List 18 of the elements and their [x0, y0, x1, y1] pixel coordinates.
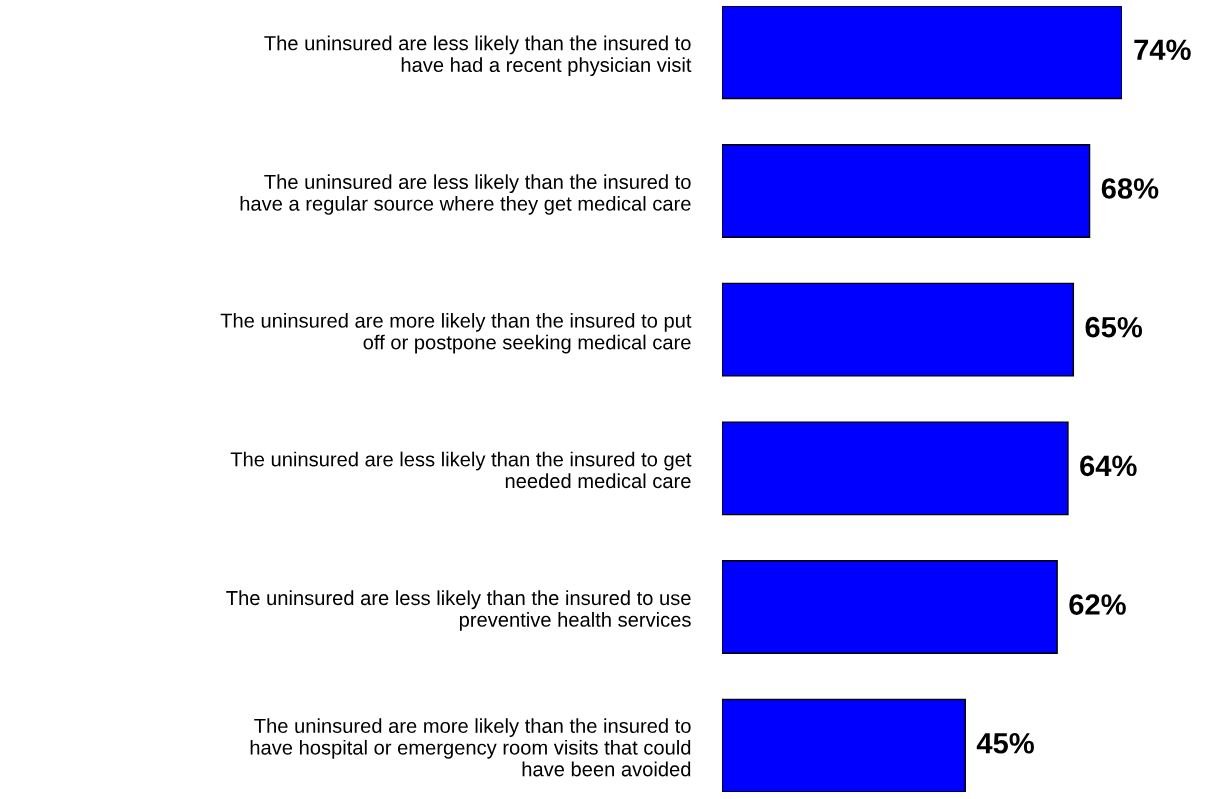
y-tick-label: The uninsured are less likely than the insured to get needed medical care: [230, 451, 692, 489]
bar: [722, 6, 1122, 100]
bar: [722, 698, 966, 792]
data-label: 62%: [1069, 594, 1126, 615]
data-label: 65%: [1085, 316, 1143, 338]
y-tick-label: The uninsured are less likely than the insured to have had a recent physician visit: [264, 35, 692, 77]
bar: [722, 560, 1058, 654]
data-label: 45%: [976, 732, 1034, 754]
bar: [722, 282, 1075, 377]
data-label: 68%: [1101, 178, 1159, 199]
y-tick-label: The uninsured are less likely than the insured to have a regular source where they get medical care: [240, 174, 691, 215]
data-label: 74%: [1134, 39, 1191, 61]
y-tick-label: The uninsured are more likely than the insured to put off or postpone seeking medical care: [220, 312, 692, 354]
data-label: 64%: [1080, 455, 1137, 477]
y-tick-label: The uninsured are more likely than the insured to have hospital or emergency room visits that could have been avoided: [250, 718, 691, 777]
y-tick-label: The uninsured are less likely than the insured to use preventive health services: [226, 590, 691, 631]
bar: [722, 144, 1091, 238]
bar: [722, 421, 1069, 516]
